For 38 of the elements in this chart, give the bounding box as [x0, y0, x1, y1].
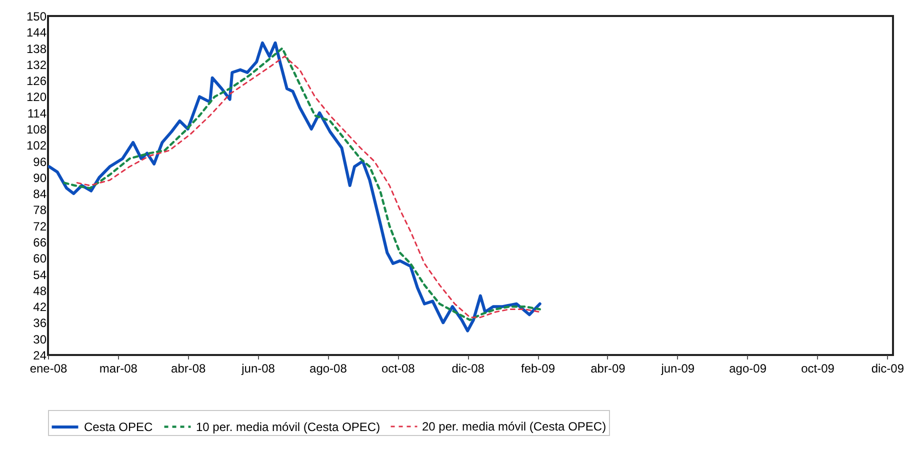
- y-tick-label: 24: [33, 348, 47, 362]
- legend-label: Cesta OPEC: [84, 420, 154, 434]
- x-tick-label: ene-08: [30, 362, 68, 376]
- y-tick-label: 96: [33, 154, 47, 169]
- y-tick-label: 66: [33, 236, 47, 250]
- y-tick-label: 36: [33, 316, 47, 330]
- y-tick-label: 54: [33, 268, 47, 282]
- y-tick-label: 114: [27, 106, 47, 120]
- y-tick-label: 48: [33, 284, 47, 298]
- y-tick-label: 138: [26, 42, 47, 56]
- x-tick-label: oct-08: [381, 362, 416, 376]
- y-tick-label: 30: [33, 332, 47, 346]
- y-tick-label: 150: [26, 10, 47, 24]
- x-tick-label: oct-09: [801, 362, 835, 376]
- x-tick-label: abr-09: [590, 362, 626, 376]
- x-tick-label: dic-08: [452, 362, 485, 376]
- x-tick-label: jun-08: [240, 362, 276, 376]
- x-tick-label: feb-09: [521, 362, 556, 376]
- y-tick-label: 72: [33, 219, 47, 234]
- y-tick-label: 90: [33, 170, 47, 185]
- y-tick-label: 102: [26, 138, 47, 153]
- y-tick-label: 144: [26, 26, 47, 40]
- y-tick-label: 120: [26, 90, 47, 104]
- x-tick-label: dic-09: [871, 362, 904, 376]
- x-tick-label: ago-09: [729, 362, 767, 376]
- legend-label: 20 per. media móvil (Cesta OPEC): [422, 420, 606, 434]
- x-tick-label: mar-08: [99, 362, 138, 376]
- legend-label: 10 per. media móvil (Cesta OPEC): [196, 420, 380, 434]
- y-tick-label: 108: [26, 122, 47, 136]
- y-tick-label: 42: [33, 300, 47, 314]
- x-tick-label: ago-08: [310, 362, 348, 376]
- y-tick-label: 78: [33, 203, 47, 218]
- y-tick-label: 126: [26, 74, 47, 88]
- x-tick-label: abr-08: [171, 362, 206, 376]
- y-tick-label: 132: [26, 58, 47, 72]
- x-tick-label: jun-09: [660, 362, 695, 376]
- y-tick-label: 84: [33, 187, 47, 202]
- y-tick-label: 60: [33, 252, 47, 266]
